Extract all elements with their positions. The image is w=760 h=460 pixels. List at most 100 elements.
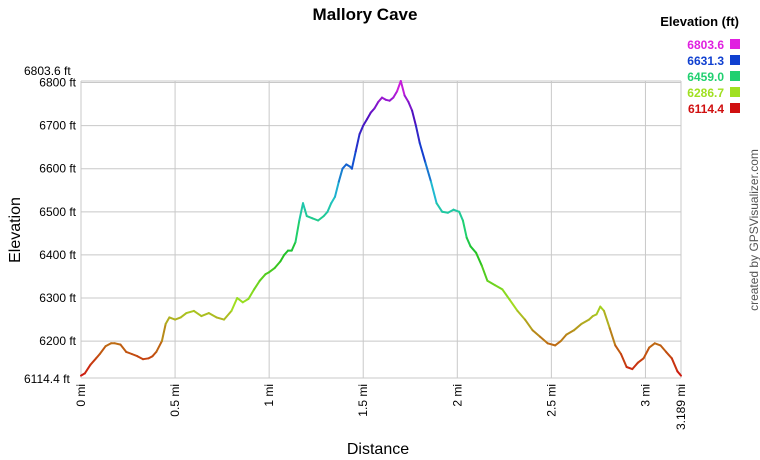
elevation-segment xyxy=(572,322,583,332)
elevation-segment xyxy=(305,215,314,220)
legend-swatch xyxy=(730,103,740,113)
x-axis-title: Distance xyxy=(347,441,409,458)
x-tick-label: 2.5 mi xyxy=(544,384,558,417)
y-tick-label: 6200 ft xyxy=(39,334,76,348)
elevation-segment xyxy=(396,80,402,93)
elevation-segment xyxy=(354,133,361,153)
elevation-segment xyxy=(164,316,171,325)
legend-entry-label: 6286.7 xyxy=(687,86,724,100)
elevation-segment xyxy=(642,346,651,360)
elevation-segment xyxy=(539,335,549,345)
elevation-segment xyxy=(486,279,496,287)
elevation-segment xyxy=(480,264,489,282)
x-tick-label: 3.189 mi xyxy=(674,384,688,430)
elevation-segment xyxy=(273,260,282,269)
elevation-segment xyxy=(452,208,461,213)
elevation-segment xyxy=(469,245,478,254)
elevation-segment xyxy=(294,219,301,243)
legend-title: Elevation (ft) xyxy=(660,14,739,29)
elevation-segment xyxy=(475,251,483,267)
elevation-segment xyxy=(403,94,410,103)
elevation-segment xyxy=(215,316,225,321)
elevation-segment xyxy=(648,342,656,349)
elevation-segment xyxy=(458,210,464,222)
elevation-segment xyxy=(435,202,444,213)
elevation-segment xyxy=(330,195,336,205)
gridlines xyxy=(80,80,682,379)
y-tick-label: 6600 ft xyxy=(39,162,76,176)
elevation-segment xyxy=(631,361,639,371)
elevation-segment xyxy=(603,309,611,330)
elevation-segment xyxy=(236,297,244,304)
y-tick-label: 6300 ft xyxy=(39,291,76,305)
legend-entry-label: 6631.3 xyxy=(687,54,724,68)
elevation-segment xyxy=(670,357,679,373)
elevation-segment xyxy=(373,100,380,110)
elevation-segment xyxy=(595,305,602,316)
elevation-segment xyxy=(659,344,668,353)
elevation-segment xyxy=(279,253,286,263)
elevation-segment xyxy=(620,353,628,368)
elevation-segment xyxy=(223,309,233,321)
elevation-segment xyxy=(362,118,368,127)
elevation-segment xyxy=(430,180,438,205)
elevation-segment xyxy=(580,318,590,325)
elevation-segment xyxy=(546,342,557,347)
elevation-segment xyxy=(465,236,472,248)
elevation-segment xyxy=(358,124,365,136)
y-axis-title: Elevation xyxy=(7,197,24,263)
y-tick-label: 6400 ft xyxy=(39,248,76,262)
legend-swatch xyxy=(730,87,740,97)
elevation-segment xyxy=(83,363,92,375)
elevation-segment xyxy=(326,202,333,213)
elevation-segment xyxy=(200,312,210,318)
elevation-segment xyxy=(636,357,645,364)
legend-entry-label: 6803.6 xyxy=(687,38,724,52)
elevation-segment xyxy=(461,219,468,239)
x-tick-label: 3 mi xyxy=(638,384,652,407)
elevation-segment xyxy=(258,273,267,282)
elevation-segment xyxy=(334,180,340,198)
elevation-segment xyxy=(168,316,177,321)
x-tick-label: 1.5 mi xyxy=(356,384,370,417)
y-tick-label: 6700 ft xyxy=(39,119,76,133)
elevation-segment xyxy=(407,100,414,112)
elevation-segment xyxy=(155,340,163,353)
elevation-segment xyxy=(179,312,188,319)
elevation-segment xyxy=(559,333,568,343)
elevation-segment xyxy=(302,202,306,211)
elevation-segment xyxy=(241,297,250,304)
elevation-segment xyxy=(625,366,634,371)
elevation-segment xyxy=(446,208,455,214)
elevation-segment xyxy=(399,80,406,97)
elevation-segment xyxy=(509,299,519,312)
elevation-profile-line xyxy=(80,80,682,377)
elevation-segment xyxy=(414,124,421,144)
y-tick-label: 6500 ft xyxy=(39,205,76,219)
elevation-segment xyxy=(207,312,218,319)
elevation-segment xyxy=(253,279,261,291)
elevation-segment xyxy=(411,109,417,127)
elevation-segment xyxy=(317,215,325,222)
y-tick-label: 6800 ft xyxy=(39,76,76,90)
elevation-segment xyxy=(653,342,662,347)
elevation-segment xyxy=(290,241,297,252)
elevation-segment xyxy=(531,329,542,338)
y-max-label: 6803.6 ft xyxy=(24,64,71,78)
legend-swatch xyxy=(730,39,740,49)
elevation-segment xyxy=(311,217,320,222)
elevation-segment xyxy=(303,208,308,218)
elevation-segment xyxy=(268,266,276,274)
y-min-label: 6114.4 ft xyxy=(24,372,70,386)
elevation-segment xyxy=(418,141,427,164)
legend-entry-label: 6459.0 xyxy=(687,70,724,84)
elevation-segment xyxy=(104,342,113,348)
elevation-segment xyxy=(130,353,139,358)
elevation-segment xyxy=(424,161,432,183)
elevation-segment xyxy=(665,350,673,360)
x-tick-label: 0 mi xyxy=(74,384,88,407)
elevation-segment xyxy=(501,288,511,302)
legend: 6803.6 6631.3 6459.0 6286.7 6114.4 xyxy=(687,38,740,116)
elevation-segment xyxy=(247,288,256,300)
legend-entry-label: 6114.4 xyxy=(688,102,724,116)
